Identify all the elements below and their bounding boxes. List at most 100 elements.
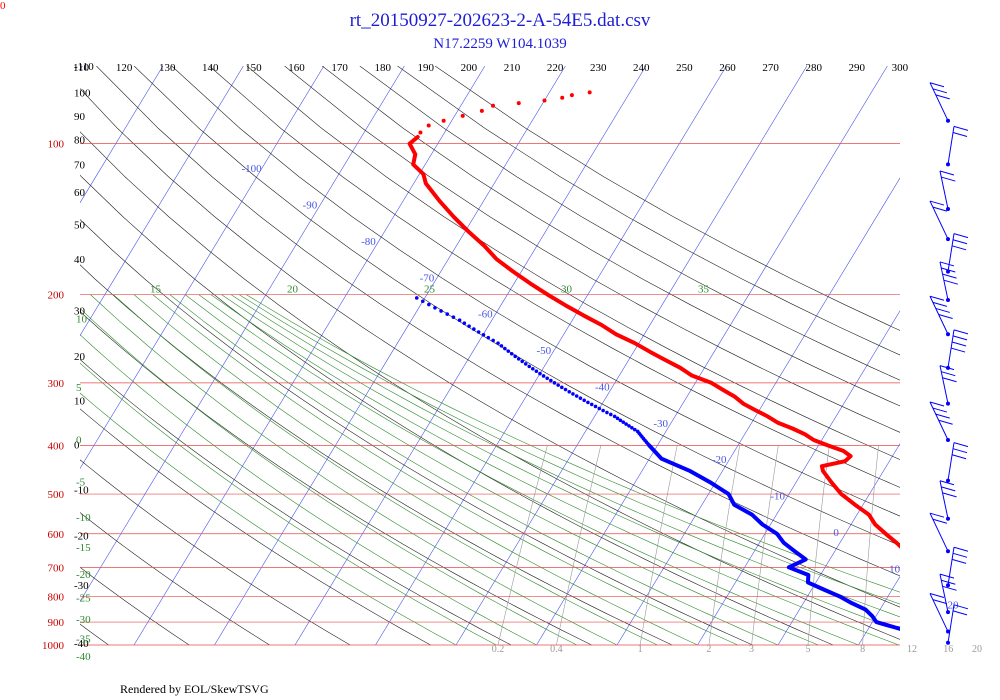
wind-barb-flag	[939, 480, 955, 486]
dewpoint-point	[414, 296, 419, 300]
wind-barb-flag	[929, 82, 945, 88]
pressure-tick-label: 200	[48, 290, 65, 302]
isotherm-line	[80, 66, 244, 337]
temperature-point	[441, 118, 446, 123]
wind-barb-flag	[929, 200, 945, 206]
adiabat-edge-label: 50	[74, 220, 86, 232]
temperature-point	[542, 98, 547, 103]
dewpoint-point	[445, 312, 450, 316]
adiabat-edge-label: 20	[74, 351, 86, 363]
dewpoint-point	[618, 418, 623, 423]
moist-adiabat-line	[246, 294, 900, 593]
wind-barb-flag	[932, 301, 948, 307]
moist-adiabat-label: 25	[424, 284, 436, 296]
dewpoint-point	[516, 357, 521, 361]
wind-barb-flag	[935, 94, 950, 100]
theta-tick-label: 280	[805, 62, 822, 74]
wind-barb-flag	[943, 279, 958, 285]
corner-label: 0	[0, 0, 6, 12]
dry-adiabat-line	[209, 66, 900, 488]
wind-barb-flag	[929, 401, 945, 407]
wind-barb-flag	[941, 371, 956, 377]
dewpoint-point	[545, 376, 549, 381]
dry-adiabat-line	[80, 408, 431, 646]
pressure-tick-label: 400	[48, 440, 65, 452]
pressure-tick-label: 300	[48, 378, 65, 390]
moist-adiabat-label: -15	[76, 542, 91, 554]
dry-adiabat-line	[80, 459, 351, 646]
dewpoint-point	[496, 341, 500, 345]
dry-adiabat-line	[80, 512, 270, 646]
wind-barb	[929, 295, 953, 337]
wind-barb	[946, 233, 969, 274]
wind-barb-flag	[942, 585, 957, 591]
theta-tick-label: 150	[245, 62, 262, 74]
dewpoint-point	[624, 422, 628, 426]
wind-barb	[939, 480, 957, 521]
dewpoint-point	[503, 346, 507, 351]
isotherm-line	[80, 66, 405, 602]
wind-barb-flag	[938, 314, 953, 319]
moist-adiabat-label: 30	[561, 284, 573, 296]
dewpoint-point	[451, 315, 456, 319]
mixing-ratio-line	[977, 446, 981, 646]
moist-adiabat-label: 5	[76, 382, 82, 394]
moist-adiabat-line	[113, 294, 658, 646]
isotherm-line	[697, 310, 900, 646]
dry-adiabat-line	[80, 359, 512, 646]
isotherm-line	[939, 66, 1000, 645]
mixing-ratio-tick-label: 3	[749, 644, 754, 655]
wind-barb	[946, 546, 969, 588]
wind-barb-flag	[932, 88, 948, 94]
dewpoint-point	[633, 427, 637, 432]
dewpoint-point	[534, 369, 539, 374]
theta-tick-label: 170	[331, 62, 348, 74]
dewpoint-point	[531, 367, 535, 371]
dewpoint-point	[472, 327, 476, 331]
dry-adiabat-line	[80, 566, 190, 646]
theta-tick-label: 160	[288, 62, 305, 74]
wind-barb-flag	[932, 206, 948, 212]
dewpoint-point	[509, 351, 514, 356]
dewpoint-point	[462, 321, 467, 326]
wind-barb-flag	[929, 295, 945, 301]
theta-tick-label: 200	[461, 62, 478, 74]
dewpoint-point	[427, 302, 431, 307]
wind-barb-flag	[952, 552, 968, 558]
dewpoint-point	[571, 392, 575, 396]
dewpoint-point	[635, 429, 640, 434]
mixing-ratio-tick-label: 12	[907, 644, 917, 655]
wind-barb-staff	[939, 170, 949, 210]
dewpoint-point	[563, 387, 568, 392]
temperature-point	[491, 103, 496, 108]
wind-barb	[946, 604, 969, 645]
temperature-profile-line	[407, 135, 900, 549]
wind-barb-flag	[929, 512, 945, 518]
theta-tick-label: 230	[590, 62, 607, 74]
isotherm-line	[133, 66, 486, 646]
isotherm-tick-label: -50	[536, 345, 551, 357]
theta-tick-label: 210	[504, 62, 521, 74]
wind-barb	[929, 593, 950, 634]
dewpoint-point	[439, 309, 443, 313]
isotherm-tick-label: -20	[712, 454, 727, 466]
dewpoint-point	[578, 396, 583, 400]
wind-barb	[939, 573, 957, 615]
isotherm-tick-label: -40	[595, 381, 610, 393]
dewpoint-point	[491, 338, 495, 343]
moist-adiabat-label: -5	[76, 477, 86, 489]
theta-tick-label: 250	[676, 62, 693, 74]
mixing-ratio-tick-label: 16	[943, 644, 953, 655]
dewpoint-point	[612, 414, 617, 419]
isotherm-tick-label: -60	[478, 309, 493, 321]
moist-adiabat-label: 0	[76, 434, 82, 446]
wind-barb-flag	[941, 176, 956, 182]
theta-tick-label: 270	[762, 62, 779, 74]
dewpoint-point	[513, 354, 517, 359]
isotherm-tick-label: 10	[889, 563, 901, 575]
adiabat-edge-label: -40	[74, 638, 89, 650]
mixing-ratio-line	[556, 445, 602, 646]
dry-adiabat-line	[397, 66, 900, 356]
wind-barb-flag	[951, 454, 967, 460]
